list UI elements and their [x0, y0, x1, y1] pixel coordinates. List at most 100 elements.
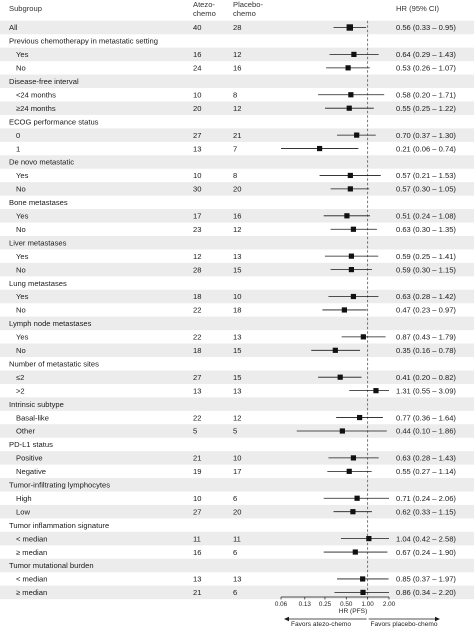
subgroup-header: Previous chemotherapy in metastatic sett…	[9, 37, 158, 46]
atezo-count: 19	[193, 467, 201, 476]
row-band	[0, 585, 474, 600]
hr-marker	[352, 549, 358, 555]
atezo-count: 16	[193, 548, 201, 557]
subgroup-header: ECOG performance status	[9, 117, 99, 126]
placebo-count: 15	[233, 265, 241, 274]
row-band	[0, 74, 474, 89]
hr-marker	[366, 536, 372, 542]
hr-ci-text: 0.70 (0.37 – 1.30)	[396, 131, 456, 140]
hr-ci-text: 0.51 (0.24 – 1.08)	[396, 212, 456, 221]
row-band	[0, 504, 474, 519]
hr-marker	[354, 132, 360, 138]
row-band	[0, 316, 474, 331]
row-label: No	[16, 346, 26, 355]
placebo-count: 12	[233, 104, 241, 113]
hr-ci-text: 0.55 (0.27 – 1.14)	[396, 467, 456, 476]
favors-right-label: Favors placebo-chemo	[370, 621, 437, 628]
header-hr: HR (95% CI)	[396, 4, 440, 13]
hr-ci-text: 0.53 (0.26 – 1.07)	[396, 64, 456, 73]
hr-ci-text: 0.62 (0.33 – 1.15)	[396, 507, 456, 516]
row-label: Yes	[16, 252, 29, 261]
hr-ci-text: 0.85 (0.37 – 1.97)	[396, 575, 456, 584]
atezo-count: 13	[193, 144, 201, 153]
placebo-count: 17	[233, 467, 241, 476]
row-band	[0, 182, 474, 196]
hr-marker	[332, 347, 338, 353]
header-group2-line1: Placebo-	[233, 0, 263, 9]
placebo-count: 5	[233, 427, 237, 436]
hr-marker	[344, 213, 350, 219]
row-band	[0, 424, 474, 438]
placebo-count: 20	[233, 185, 241, 194]
row-band	[0, 478, 474, 492]
hr-ci-text: 0.86 (0.34 – 2.20)	[396, 588, 456, 597]
hr-marker	[373, 388, 379, 394]
atezo-count: 28	[193, 265, 201, 274]
placebo-count: 15	[233, 373, 241, 382]
hr-marker	[350, 509, 356, 515]
row-label: Other	[16, 427, 35, 436]
row-label: ≥24 months	[16, 104, 56, 113]
row-band	[0, 47, 474, 62]
table-rows: All 40 28 0.56 (0.33 – 0.95) Previous chemot…	[9, 23, 456, 597]
hr-marker	[341, 307, 347, 313]
subgroup-header: De novo metastatic	[9, 158, 74, 167]
atezo-count: 13	[193, 386, 201, 395]
placebo-count: 8	[233, 90, 237, 99]
placebo-count: 6	[233, 548, 237, 557]
atezo-count: 23	[193, 225, 201, 234]
hr-marker	[337, 374, 343, 380]
hr-marker	[347, 172, 353, 179]
hr-ci-text: 0.59 (0.30 – 1.15)	[396, 265, 456, 274]
atezo-count: 10	[193, 494, 201, 503]
placebo-count: 6	[233, 588, 237, 597]
row-band	[0, 235, 474, 250]
atezo-count: 22	[193, 306, 201, 315]
atezo-count: 18	[193, 346, 201, 355]
atezo-count: 22	[193, 333, 201, 342]
hr-ci-text: 0.59 (0.25 – 1.41)	[396, 252, 456, 261]
row-label: No	[16, 225, 26, 234]
subgroup-header: PD-L1 status	[9, 440, 53, 449]
row-band	[0, 128, 474, 142]
subgroup-header: Intrinsic subtype	[9, 400, 64, 409]
hr-ci-text: 0.57 (0.21 – 1.53)	[396, 171, 456, 180]
row-label: All	[9, 23, 18, 32]
hr-ci-text: 0.63 (0.30 – 1.35)	[396, 225, 456, 234]
placebo-count: 20	[233, 507, 241, 516]
hr-ci-text: 0.57 (0.30 – 1.05)	[396, 185, 456, 194]
subgroup-header: Liver metastases	[9, 238, 67, 247]
placebo-count: 13	[233, 386, 241, 395]
row-band	[0, 451, 474, 465]
subgroup-header: Disease-free interval	[9, 77, 79, 86]
hr-ci-text: 0.58 (0.20 – 1.71)	[396, 90, 456, 99]
atezo-count: 27	[193, 507, 201, 516]
hr-ci-text: 0.87 (0.43 – 1.79)	[396, 333, 456, 342]
atezo-count: 12	[193, 252, 201, 261]
hr-marker	[348, 92, 354, 98]
placebo-count: 13	[233, 575, 241, 584]
header-group2-line2: chemo	[233, 9, 256, 18]
row-label: No	[16, 306, 26, 315]
subgroup-header: Tumor-infiltrating lymphocytes	[9, 481, 110, 490]
hr-ci-text: 0.67 (0.24 – 1.90)	[396, 548, 456, 557]
row-band	[0, 370, 474, 384]
row-band	[0, 343, 474, 358]
subgroup-header: Tumor mutational burden	[9, 561, 94, 570]
row-label: Yes	[16, 333, 29, 342]
atezo-count: 21	[193, 454, 201, 463]
header-group1-line2: chemo	[193, 9, 216, 18]
row-label: High	[16, 494, 32, 503]
row-label: < median	[16, 534, 47, 543]
subgroup-header: Lymph node metastases	[9, 319, 92, 328]
hr-ci-text: 0.64 (0.29 – 1.43)	[396, 50, 456, 59]
subgroup-header: Number of metastatic sites	[9, 359, 99, 368]
atezo-count: 18	[193, 292, 201, 301]
x-tick-label: 0.50	[340, 601, 353, 608]
placebo-count: 10	[233, 454, 241, 463]
table-header: Subgroup Atezo- chemo Placebo- chemo HR …	[9, 0, 440, 18]
row-label: 0	[16, 131, 20, 140]
row-label: 1	[16, 144, 20, 153]
hr-ci-text: 0.47 (0.23 – 0.97)	[396, 306, 456, 315]
placebo-count: 8	[233, 171, 237, 180]
